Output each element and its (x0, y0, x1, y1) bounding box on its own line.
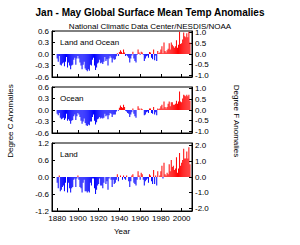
svg-text:0.6: 0.6 (38, 27, 50, 36)
svg-text:-1.0: -1.0 (195, 71, 209, 80)
svg-text:1.0: 1.0 (195, 28, 207, 38)
svg-text:Year: Year (114, 227, 131, 236)
svg-text:-1.0: -1.0 (195, 127, 209, 136)
svg-text:Jan - May Global Surface Mean: Jan - May Global Surface Mean Temp Anoma… (36, 7, 265, 18)
svg-text:-0.3: -0.3 (35, 117, 49, 126)
svg-text:1.0: 1.0 (195, 84, 207, 93)
svg-text:0.0: 0.0 (38, 50, 50, 59)
svg-text:-2.0: -2.0 (195, 204, 209, 213)
svg-text:2.0: 2.0 (195, 141, 207, 150)
svg-text:1880: 1880 (48, 214, 66, 223)
svg-text:-0.6: -0.6 (35, 129, 49, 138)
svg-text:0.6: 0.6 (38, 156, 50, 165)
svg-text:0.0: 0.0 (38, 173, 50, 182)
svg-text:0.3: 0.3 (38, 94, 50, 103)
svg-text:1940: 1940 (111, 214, 129, 223)
svg-text:-0.5: -0.5 (195, 60, 209, 69)
svg-text:Ocean: Ocean (60, 94, 84, 103)
svg-text:1960: 1960 (131, 214, 149, 223)
svg-text:Degree C Anomalies: Degree C Anomalies (6, 84, 15, 157)
svg-text:0.0: 0.0 (195, 173, 207, 182)
svg-text:0.5: 0.5 (195, 95, 207, 104)
svg-text:2000: 2000 (173, 214, 191, 223)
svg-text:-0.3: -0.3 (35, 61, 49, 70)
svg-text:0.0: 0.0 (195, 50, 207, 59)
svg-text:Land: Land (60, 150, 78, 159)
svg-text:1.0: 1.0 (195, 157, 207, 166)
svg-text:1920: 1920 (90, 214, 108, 223)
svg-text:-0.6: -0.6 (35, 73, 49, 82)
svg-text:-0.6: -0.6 (35, 190, 49, 199)
svg-text:0.3: 0.3 (38, 38, 50, 47)
svg-text:-1.0: -1.0 (195, 188, 209, 197)
svg-text:0.0: 0.0 (195, 106, 207, 115)
svg-text:0.0: 0.0 (38, 106, 50, 115)
svg-text:1900: 1900 (69, 214, 87, 223)
svg-text:-1.2: -1.2 (35, 206, 49, 216)
svg-text:1980: 1980 (152, 214, 170, 223)
svg-text:Land and Ocean: Land and Ocean (60, 38, 119, 47)
svg-text:0.6: 0.6 (38, 83, 50, 92)
svg-text:0.5: 0.5 (195, 39, 207, 48)
svg-text:-0.5: -0.5 (195, 116, 209, 125)
svg-text:Degree F Anomalies: Degree F Anomalies (232, 85, 241, 157)
svg-text:National Climatic Data Center/: National Climatic Data Center/NESDIS/NOA… (69, 22, 232, 31)
svg-text:1.2: 1.2 (38, 139, 50, 148)
